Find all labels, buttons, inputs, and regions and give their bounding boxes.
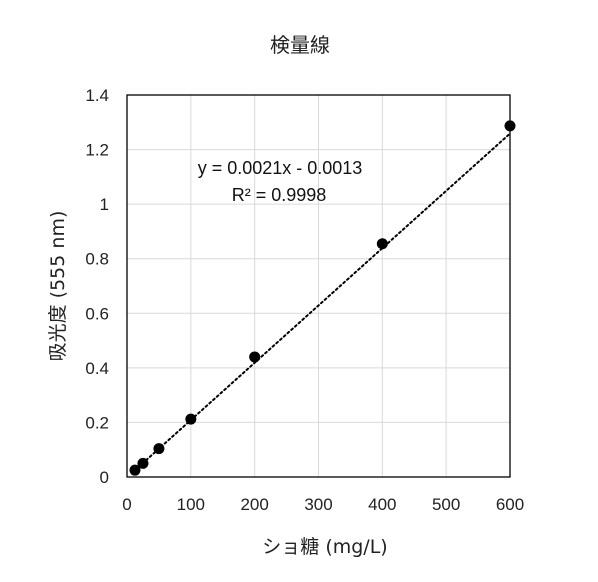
y-tick-label: 0.4 [85, 359, 109, 378]
y-tick-label: 1 [100, 195, 109, 214]
data-points [129, 120, 516, 476]
x-tick-label: 600 [496, 495, 524, 514]
x-tick-label: 200 [240, 495, 268, 514]
y-tick-label: 0.2 [85, 413, 109, 432]
y-tick-label: 0 [100, 468, 109, 487]
y-tick-label: 0.6 [85, 304, 109, 323]
data-point [376, 238, 388, 250]
data-point [185, 413, 197, 425]
chart-title: 検量線 [270, 33, 330, 57]
x-axis-label: ショ糖 (mg/L) [262, 536, 387, 558]
data-point [153, 443, 165, 455]
x-tick-labels: 0 100 200 300 400 500 600 [122, 495, 524, 514]
gridlines [127, 95, 510, 477]
y-tick-label: 0.8 [85, 250, 109, 269]
y-tick-labels: 0 0.2 0.4 0.6 0.8 1 1.2 1.4 [85, 86, 109, 487]
y-tick-label: 1.4 [85, 86, 109, 105]
trendline [133, 132, 511, 472]
plot-area-frame [126, 94, 511, 478]
x-tick-label: 100 [177, 495, 205, 514]
y-tick-label: 1.2 [85, 141, 109, 160]
data-point [137, 457, 149, 469]
r-squared-label: R² = 0.9998 [232, 185, 327, 205]
x-tick-label: 400 [368, 495, 396, 514]
data-point [129, 464, 141, 476]
x-tick-label: 0 [122, 495, 131, 514]
data-point [504, 120, 516, 132]
trendline-equation: y = 0.0021x - 0.0013 [198, 158, 363, 178]
trendline-layer [133, 132, 511, 472]
x-tick-label: 500 [432, 495, 460, 514]
data-point [249, 351, 261, 363]
y-axis-label: 吸光度 (555 nm) [47, 211, 69, 362]
x-tick-label: 300 [304, 495, 332, 514]
